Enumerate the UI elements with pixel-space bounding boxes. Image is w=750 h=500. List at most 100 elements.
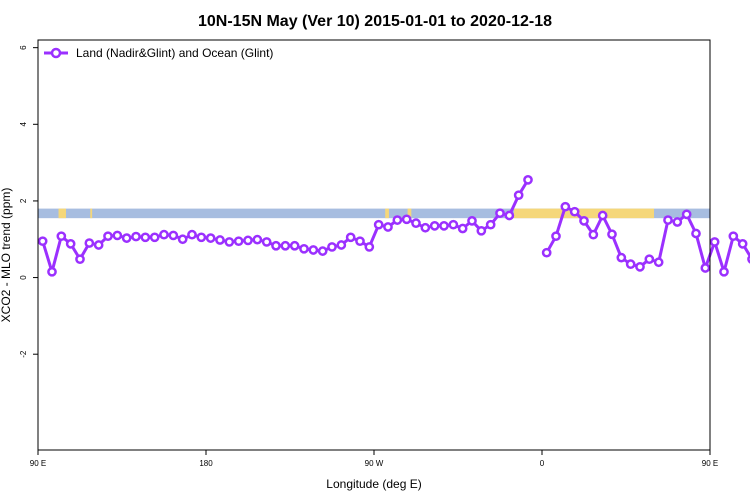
data-point bbox=[439, 220, 449, 231]
data-point bbox=[336, 240, 347, 250]
data-point bbox=[299, 243, 309, 254]
data-point bbox=[719, 266, 729, 277]
data-point bbox=[467, 216, 477, 226]
data-point bbox=[663, 215, 673, 225]
y-axis-label: XCO2 - MLO trend (ppm) bbox=[0, 188, 13, 323]
data-point bbox=[476, 225, 487, 236]
y-tick-label: 2 bbox=[19, 198, 28, 203]
data-point bbox=[168, 230, 179, 241]
data-point bbox=[93, 240, 104, 250]
data-point bbox=[588, 229, 599, 240]
y-tick-label: 0 bbox=[19, 275, 28, 280]
data-point bbox=[373, 219, 384, 230]
data-point bbox=[345, 232, 356, 243]
x-tick-label: 90 E bbox=[30, 459, 46, 468]
data-point bbox=[56, 231, 67, 242]
data-point bbox=[383, 222, 393, 232]
data-point bbox=[644, 254, 655, 265]
data-point bbox=[560, 201, 571, 212]
data-point bbox=[616, 252, 627, 263]
data-point bbox=[224, 237, 235, 247]
data-point bbox=[196, 232, 207, 243]
legend-label: Land (Nadir&Glint) and Ocean (Glint) bbox=[76, 46, 273, 60]
data-point bbox=[112, 230, 123, 241]
data-point bbox=[504, 210, 515, 221]
x-tick-label: 90 W bbox=[365, 459, 384, 468]
data-point bbox=[485, 219, 496, 230]
data-point bbox=[737, 239, 748, 249]
data-point bbox=[392, 215, 403, 225]
data-point bbox=[159, 229, 169, 240]
data-point bbox=[308, 245, 319, 255]
data-point bbox=[457, 223, 468, 234]
data-point bbox=[513, 190, 524, 201]
y-tick-label: 6 bbox=[19, 45, 28, 50]
land-segment bbox=[514, 208, 654, 219]
data-point bbox=[709, 237, 720, 247]
data-point bbox=[65, 239, 76, 249]
data-point bbox=[541, 247, 552, 258]
data-point bbox=[635, 261, 645, 272]
data-point bbox=[625, 259, 636, 270]
data-point bbox=[551, 231, 561, 242]
data-point bbox=[495, 208, 505, 219]
land-segment bbox=[90, 208, 93, 219]
data-point bbox=[187, 229, 197, 240]
data-point bbox=[131, 231, 141, 242]
data-point bbox=[149, 232, 160, 243]
data-point bbox=[411, 218, 421, 229]
data-point bbox=[280, 240, 291, 251]
data-point bbox=[579, 216, 589, 226]
ocean-band bbox=[38, 208, 710, 219]
data-point bbox=[429, 220, 440, 231]
y-tick-label: -2 bbox=[19, 350, 28, 358]
x-axis: 90 E 180 90 W 0 90 E bbox=[30, 450, 718, 468]
data-point bbox=[691, 228, 701, 239]
data-point bbox=[420, 222, 431, 233]
data-point bbox=[653, 257, 664, 268]
data-point bbox=[37, 236, 48, 247]
land-segment bbox=[385, 208, 389, 219]
data-point bbox=[205, 233, 216, 243]
data-point bbox=[569, 206, 580, 217]
data-point bbox=[252, 234, 263, 245]
data-point bbox=[289, 240, 300, 251]
data-point bbox=[75, 254, 85, 265]
data-point bbox=[103, 231, 113, 242]
data-point bbox=[121, 233, 132, 243]
data-point bbox=[523, 175, 533, 185]
x-tick-label: 0 bbox=[540, 459, 545, 468]
data-point bbox=[681, 209, 692, 220]
land-ocean-band bbox=[38, 208, 710, 219]
data-point bbox=[243, 235, 253, 246]
data-point bbox=[261, 237, 272, 247]
y-tick-label: 4 bbox=[19, 122, 28, 127]
data-point bbox=[317, 246, 328, 256]
data-point bbox=[597, 210, 608, 221]
land-segment bbox=[58, 208, 66, 219]
legend-marker bbox=[50, 47, 62, 59]
data-point bbox=[271, 240, 281, 251]
x-tick-label: 90 E bbox=[702, 459, 718, 468]
data-point bbox=[672, 217, 683, 227]
data-point bbox=[327, 242, 337, 252]
data-point bbox=[355, 236, 365, 247]
data-point bbox=[177, 234, 188, 245]
data-point bbox=[84, 238, 95, 248]
data-point bbox=[233, 236, 244, 247]
data-point bbox=[215, 235, 225, 245]
data-point bbox=[401, 214, 412, 225]
data-point bbox=[140, 232, 151, 243]
data-point bbox=[448, 219, 459, 230]
y-axis: 6 4 2 0 -2 bbox=[19, 45, 38, 358]
chart-title: 10N-15N May (Ver 10) 2015-01-01 to 2020-… bbox=[198, 13, 552, 30]
legend: Land (Nadir&Glint) and Ocean (Glint) bbox=[44, 46, 273, 60]
x-tick-label: 180 bbox=[199, 459, 213, 468]
land-segment bbox=[407, 208, 412, 219]
data-point bbox=[364, 242, 375, 252]
data-point bbox=[700, 263, 711, 273]
x-axis-label: Longitude (deg E) bbox=[326, 477, 421, 491]
data-point bbox=[47, 266, 57, 277]
data-point bbox=[728, 231, 739, 242]
